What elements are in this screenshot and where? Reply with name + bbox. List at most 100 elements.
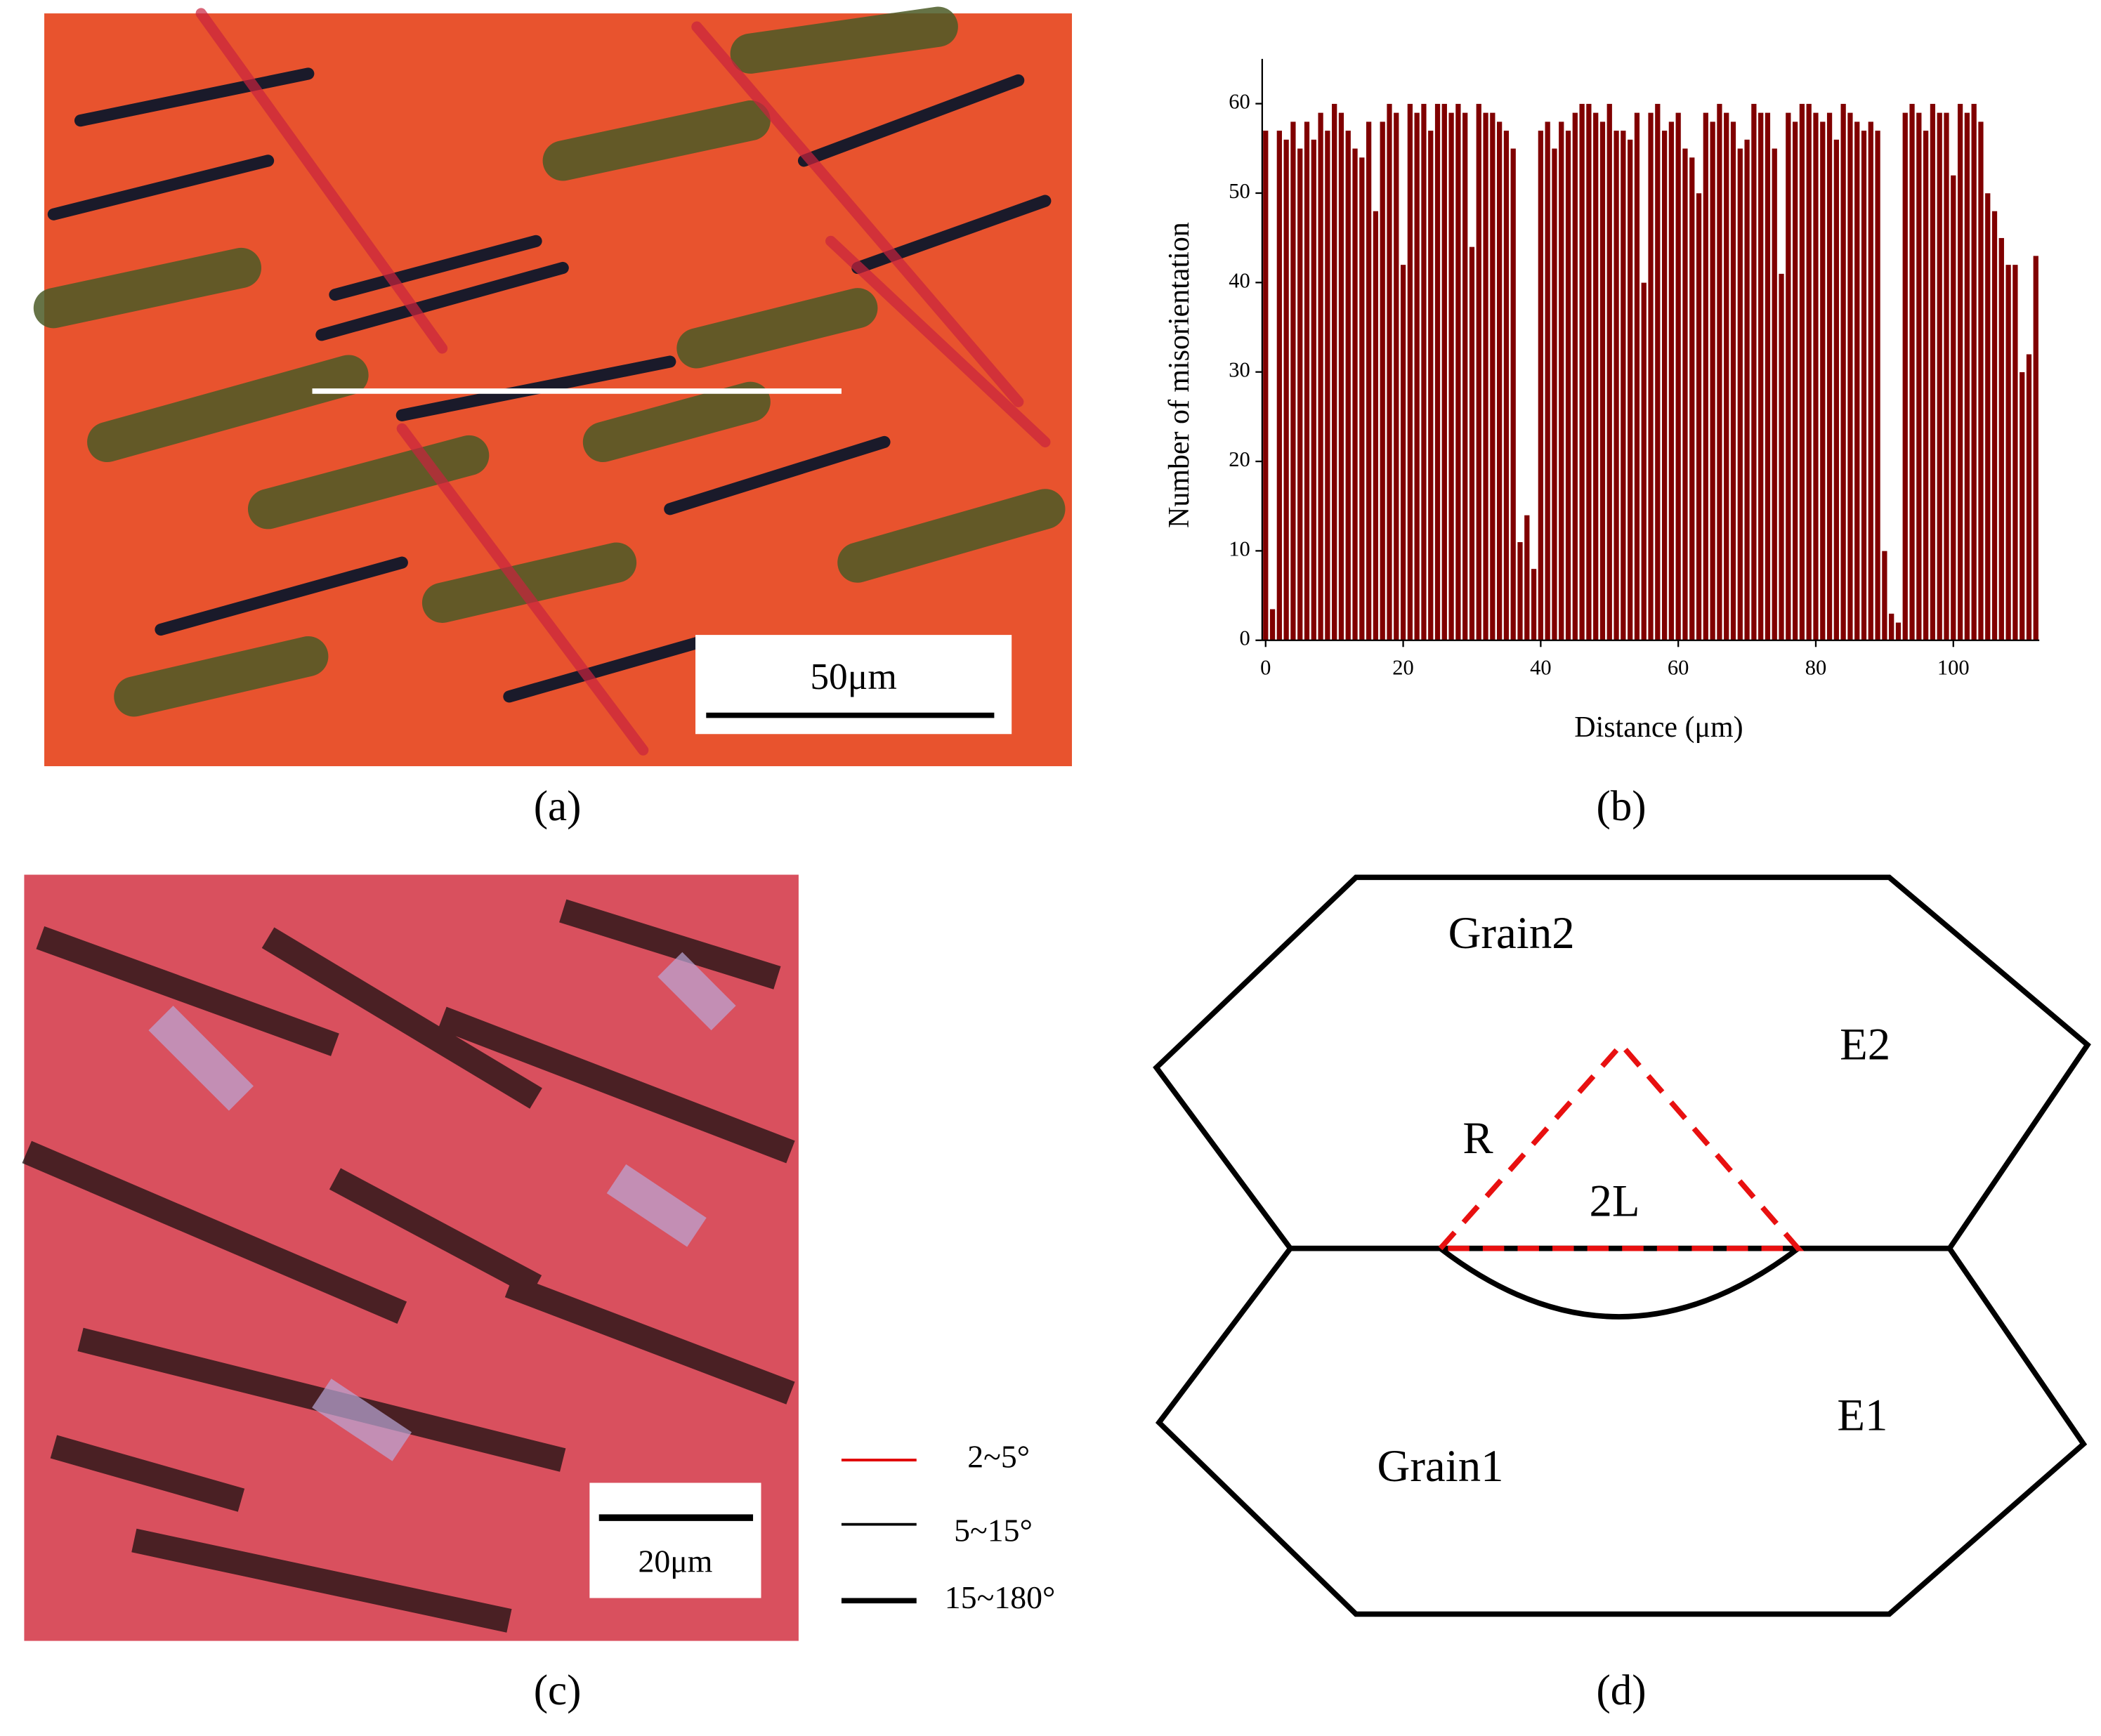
caption: (b): [1596, 783, 1646, 830]
panel-a: 50μm (a): [33, 6, 1073, 830]
bar: [1689, 157, 1695, 641]
x-tick-label: 0: [1260, 656, 1271, 680]
bar: [1964, 112, 1970, 641]
micrograph-texture: [22, 899, 795, 1633]
bar: [1393, 112, 1399, 641]
bar: [1613, 130, 1620, 641]
bar: [1489, 112, 1496, 641]
bar: [1703, 112, 1709, 641]
scale-label: 20μm: [638, 1543, 712, 1579]
legend-label: 2~5°: [967, 1439, 1030, 1475]
bar: [1276, 130, 1283, 641]
bar: [1283, 139, 1290, 641]
bar: [1524, 515, 1530, 641]
bar: [1709, 121, 1716, 641]
bar: [1874, 130, 1881, 641]
bar: [2019, 371, 2025, 641]
caption: (d): [1596, 1667, 1646, 1714]
y-tick-label: 10: [1229, 537, 1250, 560]
bar: [1792, 121, 1798, 641]
caption: (c): [534, 1667, 582, 1714]
bar: [1379, 121, 1386, 641]
bar: [1696, 192, 1702, 641]
bar: [1682, 147, 1689, 641]
bar: [1998, 237, 2005, 641]
bar: [1888, 613, 1894, 641]
bulge-arc: [1439, 1246, 1800, 1320]
scale-label: 50μm: [810, 655, 897, 697]
bar: [1991, 211, 1998, 641]
bar: [1723, 112, 1729, 641]
bar: [1462, 112, 1468, 641]
bar: [2005, 264, 2012, 641]
bar: [1620, 130, 1627, 641]
bar: [1730, 121, 1736, 641]
bar: [1469, 246, 1475, 641]
bar: [1538, 130, 1544, 641]
bar: [1262, 130, 1269, 641]
bar: [1585, 103, 1592, 641]
bar: [1427, 130, 1434, 641]
legend-label: 5~15°: [954, 1512, 1033, 1548]
panel-b: Number of misorientation Distance (μm) (…: [1163, 58, 2040, 830]
label: 2L: [1590, 1176, 1640, 1227]
bar: [1916, 112, 1923, 641]
bar: [2033, 255, 2039, 641]
bar: [1420, 103, 1427, 641]
bar: [1476, 103, 1482, 641]
bar: [1716, 103, 1723, 641]
bar: [1765, 112, 1771, 641]
bar: [1833, 139, 1840, 641]
bar: [1654, 103, 1661, 641]
bar: [1668, 121, 1675, 641]
bar: [1840, 103, 1847, 641]
bar: [1847, 112, 1854, 641]
bar: [1290, 121, 1297, 641]
label: Grain1: [1377, 1441, 1504, 1492]
bar: [1599, 121, 1606, 641]
label: R: [1462, 1113, 1493, 1164]
grain-outline: [1155, 1245, 2088, 1617]
bar: [1785, 112, 1792, 641]
x-axis-label: Distance (μm): [1574, 711, 1743, 744]
label: E2: [1840, 1019, 1890, 1070]
legend-label: 15~180°: [945, 1579, 1055, 1615]
x-tick-label: 100: [1937, 656, 1970, 680]
bar: [1861, 130, 1867, 641]
bar: [1269, 608, 1276, 641]
bar: [1923, 130, 1929, 641]
bar: [1572, 112, 1578, 641]
bar: [1634, 112, 1640, 641]
y-tick-label: 0: [1239, 626, 1250, 650]
bar: [1517, 541, 1524, 641]
bar: [1386, 103, 1393, 641]
bar: [1448, 112, 1455, 641]
bar: [1943, 112, 1950, 641]
bar: [1510, 147, 1517, 641]
y-tick-label: 20: [1229, 447, 1250, 471]
bar: [1675, 112, 1682, 641]
bar: [1743, 139, 1750, 641]
bar: [1826, 112, 1833, 641]
bar: [1909, 103, 1916, 641]
bar: [1373, 211, 1379, 641]
bar: [1317, 112, 1324, 641]
bar: [1805, 103, 1812, 641]
bar: [1531, 568, 1537, 641]
bar: [1331, 103, 1337, 641]
bar: [1565, 130, 1571, 641]
bar: [1592, 112, 1599, 641]
bar: [1772, 147, 1778, 641]
bar: [1799, 103, 1805, 641]
bar: [1895, 622, 1902, 641]
y-tick-label: 50: [1229, 179, 1250, 203]
bar: [1641, 282, 1647, 641]
bar: [1338, 112, 1344, 641]
bar: [1812, 112, 1819, 641]
bar: [2012, 264, 2019, 641]
bar: [1957, 103, 1963, 641]
y-axis-label: Number of misorientation: [1163, 222, 1196, 528]
bar: [1627, 139, 1633, 641]
bar: [1351, 147, 1359, 641]
